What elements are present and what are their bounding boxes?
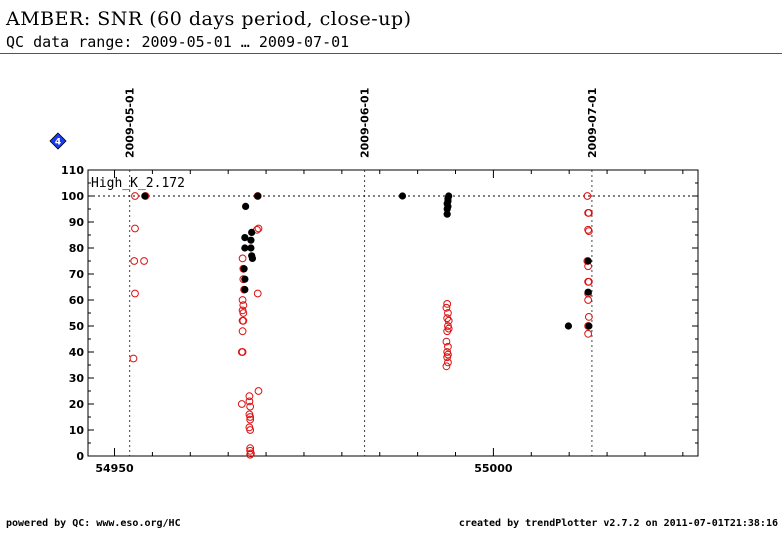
open-data-point (246, 426, 255, 434)
y-tick-label: 0 (76, 450, 84, 463)
y-tick-label: 70 (69, 268, 85, 281)
open-data-point (131, 224, 139, 233)
open-data-point (583, 192, 592, 200)
filled-data-point (254, 192, 262, 200)
y-tick-label: 20 (69, 398, 85, 411)
filled-data-point (241, 234, 249, 242)
filled-data-point (248, 228, 256, 236)
open-data-point (444, 358, 452, 367)
y-tick-label: 10 (69, 424, 85, 437)
open-data-point (246, 413, 255, 421)
open-data-point (443, 300, 452, 308)
open-data-point (246, 402, 255, 411)
header-divider (0, 53, 782, 54)
series-label: High_K_2.172 (91, 176, 185, 191)
y-tick-label: 110 (61, 164, 84, 177)
open-data-point (131, 192, 139, 200)
open-data-point (584, 225, 593, 234)
open-data-point (584, 209, 593, 217)
filled-data-point (241, 244, 249, 252)
open-data-point (245, 397, 254, 406)
open-data-point (584, 313, 593, 321)
open-data-point (129, 354, 138, 363)
filled-data-point (241, 275, 249, 283)
open-data-point (444, 309, 452, 317)
chart-subtitle: QC data range: 2009-05-01 … 2009-07-01 (6, 33, 350, 51)
plot-frame (87, 169, 699, 457)
y-tick-label: 90 (69, 216, 85, 229)
filled-data-point (248, 254, 257, 262)
open-data-point (245, 392, 254, 401)
badge-label: 4 (55, 138, 61, 148)
open-data-point (442, 337, 451, 346)
open-data-point (442, 303, 451, 312)
date-marker-label: 2009-05-01 (124, 88, 137, 158)
filled-data-point (141, 192, 149, 200)
open-data-point (254, 224, 263, 233)
y-tick-label: 30 (69, 372, 85, 385)
open-data-point (584, 277, 593, 286)
open-data-point (584, 227, 593, 236)
filled-data-point (564, 322, 573, 330)
filled-data-point (584, 257, 592, 265)
chart-title: AMBER: SNR (60 days period, close-up) (6, 8, 412, 30)
footer-powered-by: powered by QC: www.eso.org/HC (6, 518, 181, 529)
open-data-point (253, 289, 262, 298)
filled-data-point (241, 286, 249, 294)
open-data-point (239, 309, 248, 317)
y-tick-label: 80 (69, 242, 85, 255)
open-data-point (246, 415, 255, 424)
open-data-point (238, 348, 247, 356)
open-data-point (238, 327, 247, 336)
open-data-point (131, 289, 139, 298)
x-tick-label: 55000 (474, 462, 513, 475)
y-tick-label: 60 (69, 294, 85, 307)
filled-data-point (240, 265, 248, 273)
open-data-point (444, 342, 452, 351)
open-data-point (239, 301, 248, 310)
open-data-point (238, 296, 247, 304)
filled-data-point (443, 205, 451, 213)
filled-data-point (584, 288, 592, 296)
open-data-point (130, 257, 139, 265)
diamond-icon[interactable]: 4 (49, 132, 67, 150)
open-data-point (442, 362, 451, 371)
filled-data-point (585, 322, 593, 330)
filled-data-point (247, 236, 255, 244)
open-data-point (584, 329, 593, 338)
date-marker-label: 2009-06-01 (359, 88, 372, 158)
y-tick-label: 50 (69, 320, 85, 333)
filled-data-point (242, 202, 250, 210)
open-data-point (443, 353, 452, 362)
filled-data-point (398, 192, 407, 200)
date-marker-label: 2009-07-01 (586, 88, 599, 158)
open-data-point (238, 254, 247, 263)
open-data-point (584, 296, 593, 304)
open-data-point (444, 316, 453, 325)
open-data-point (254, 387, 263, 395)
open-data-point (237, 400, 246, 408)
open-data-point (247, 449, 255, 458)
footer-created-by: created by trendPlotter v2.7.2 on 2011-0… (458, 518, 778, 529)
y-tick-label: 100 (61, 190, 84, 203)
filled-data-point (443, 210, 451, 218)
open-data-point (443, 327, 452, 336)
x-tick-label: 54950 (95, 462, 134, 475)
open-data-point (246, 450, 255, 459)
filled-data-point (247, 244, 255, 252)
y-tick-label: 40 (69, 346, 85, 359)
open-data-point (238, 316, 247, 325)
open-data-point (140, 257, 148, 265)
